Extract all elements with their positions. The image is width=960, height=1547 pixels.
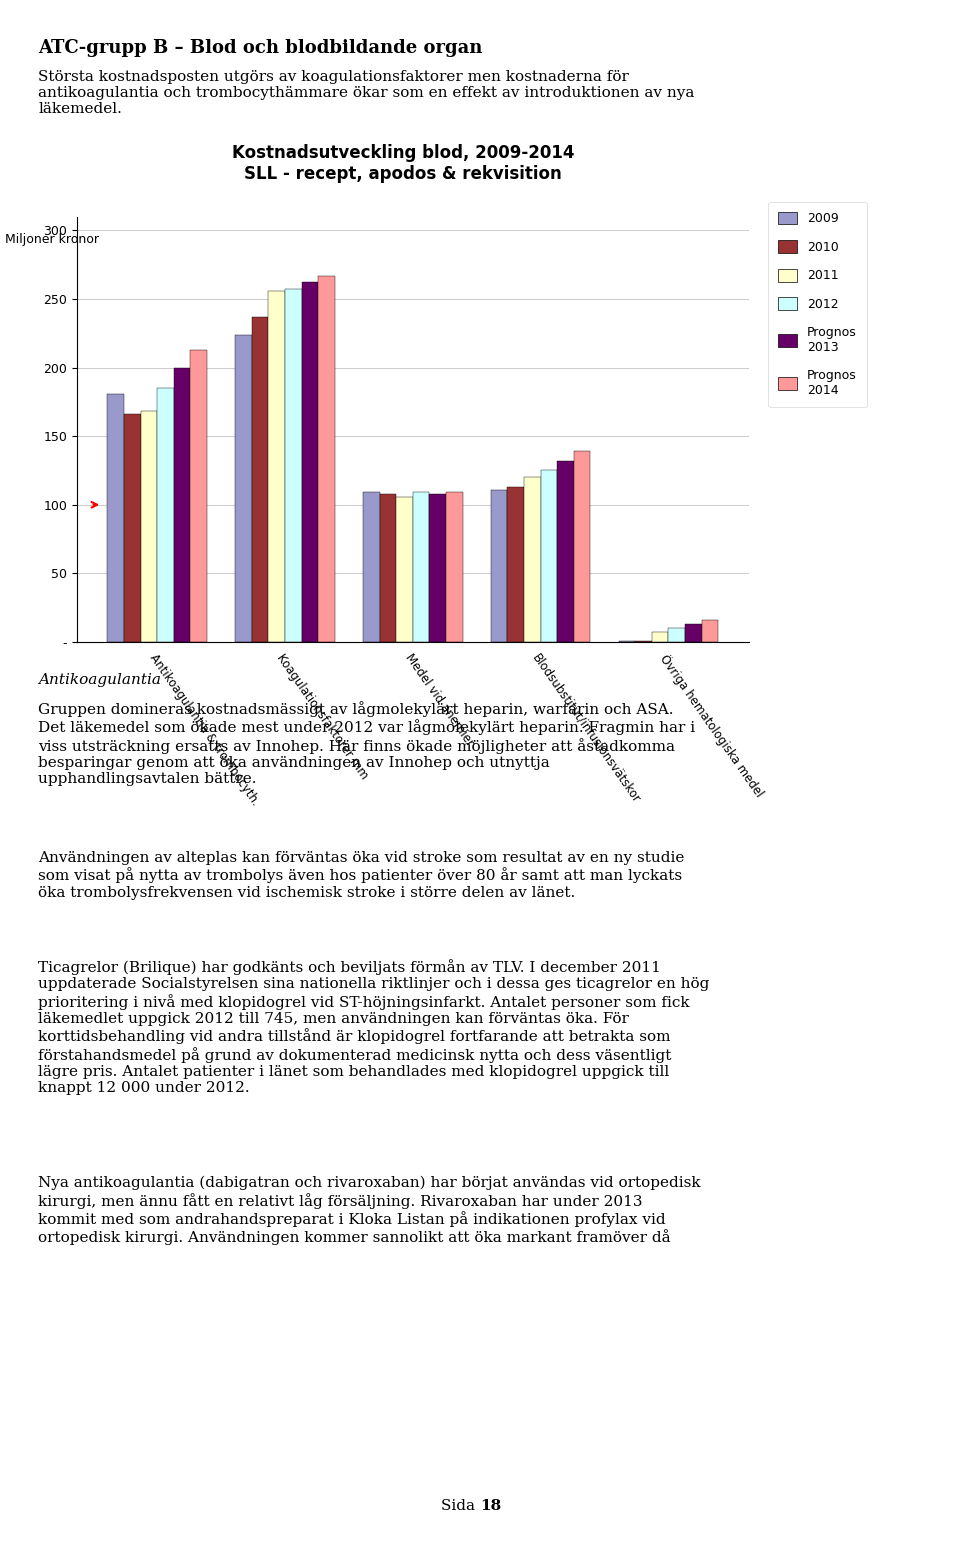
Bar bbox=[174, 368, 190, 642]
Bar bbox=[235, 334, 252, 642]
Bar bbox=[379, 493, 396, 642]
Bar bbox=[557, 461, 574, 642]
Text: Nya antikoagulantia (dabigatran och rivaroxaban) har börjat användas vid ortoped: Nya antikoagulantia (dabigatran och riva… bbox=[38, 1176, 701, 1245]
Text: Antikoagulantia: Antikoagulantia bbox=[38, 673, 161, 687]
Bar bbox=[285, 289, 301, 642]
Text: Gruppen domineras kostnadsmässigt av lågmolekylärt heparin, warfarin och ASA.
De: Gruppen domineras kostnadsmässigt av låg… bbox=[38, 701, 696, 786]
Text: Miljoner kronor: Miljoner kronor bbox=[5, 234, 99, 246]
Bar bbox=[668, 628, 685, 642]
Legend: 2009, 2010, 2011, 2012, Prognos
2013, Prognos
2014: 2009, 2010, 2011, 2012, Prognos 2013, Pr… bbox=[769, 201, 867, 407]
Text: Kostnadsutveckling blod, 2009-2014
SLL - recept, apodos & rekvisition: Kostnadsutveckling blod, 2009-2014 SLL -… bbox=[232, 144, 574, 183]
Text: ATC-grupp B – Blod och blodbildande organ: ATC-grupp B – Blod och blodbildande orga… bbox=[38, 39, 483, 57]
Bar bbox=[702, 620, 718, 642]
Bar bbox=[190, 350, 207, 642]
Text: Största kostnadsposten utgörs av koagulationsfaktorer men kostnaderna för
antiko: Största kostnadsposten utgörs av koagula… bbox=[38, 70, 695, 116]
Text: Sida: Sida bbox=[442, 1499, 480, 1513]
Bar bbox=[429, 493, 446, 642]
Bar bbox=[524, 478, 540, 642]
Bar bbox=[508, 487, 524, 642]
Bar bbox=[363, 492, 379, 642]
Text: 18: 18 bbox=[480, 1499, 501, 1513]
Bar bbox=[108, 393, 124, 642]
Bar bbox=[252, 317, 269, 642]
Text: Ticagrelor (Brilique) har godkänts och beviljats förmån av TLV. I december 2011
: Ticagrelor (Brilique) har godkänts och b… bbox=[38, 959, 709, 1095]
Bar bbox=[685, 623, 702, 642]
Bar bbox=[124, 415, 140, 642]
Bar bbox=[318, 275, 335, 642]
Bar bbox=[652, 633, 668, 642]
Bar bbox=[491, 490, 508, 642]
Text: Användningen av alteplas kan förväntas öka vid stroke som resultat av en ny stud: Användningen av alteplas kan förväntas ö… bbox=[38, 851, 684, 899]
Bar bbox=[446, 492, 463, 642]
Bar bbox=[413, 492, 429, 642]
Bar bbox=[157, 388, 174, 642]
Bar bbox=[540, 470, 557, 642]
Bar bbox=[301, 283, 318, 642]
Bar bbox=[269, 291, 285, 642]
Bar bbox=[574, 452, 590, 642]
Bar bbox=[140, 412, 157, 642]
Bar bbox=[396, 497, 413, 642]
